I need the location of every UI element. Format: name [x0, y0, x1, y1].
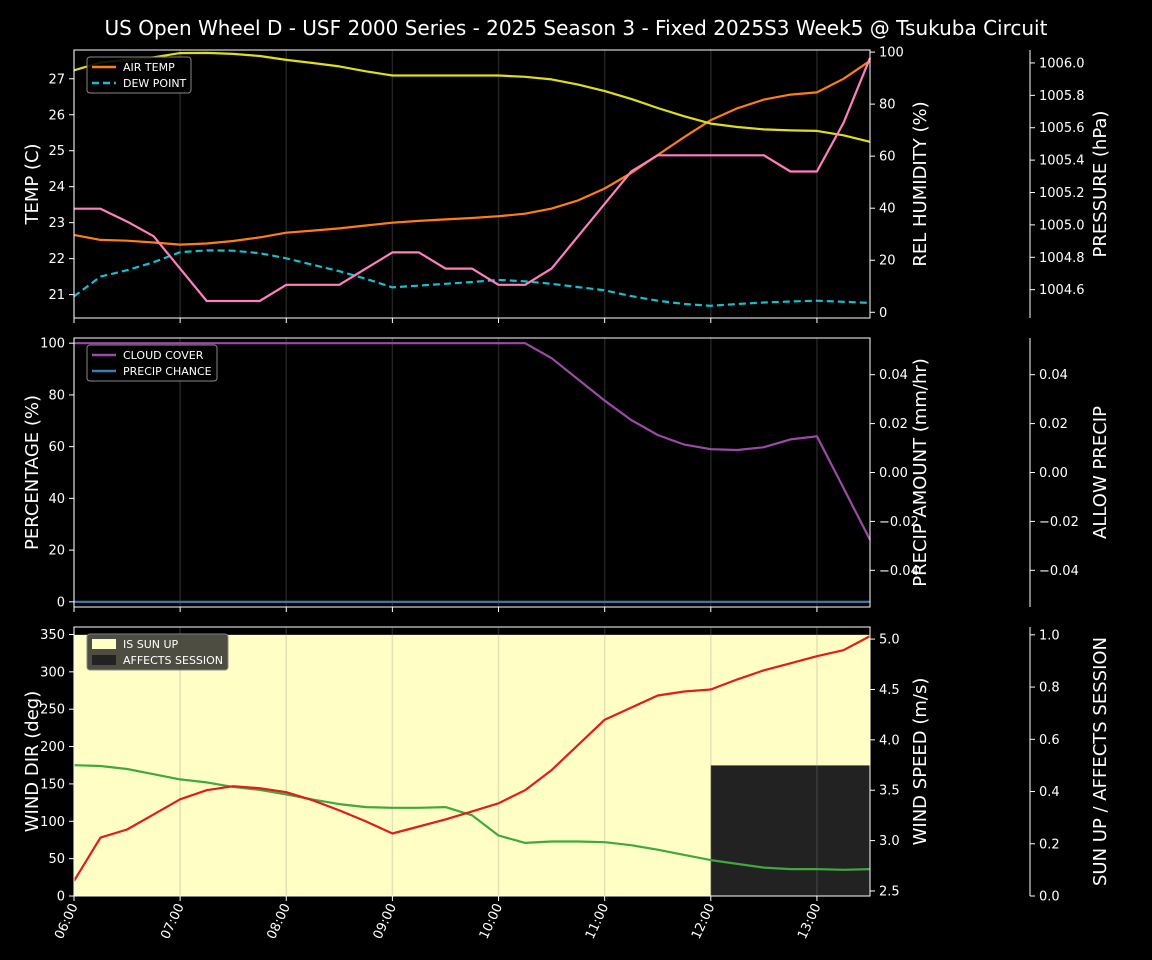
plot-background	[74, 338, 870, 607]
y-tick-label: 200	[40, 740, 65, 755]
y-tick-label: 100	[40, 337, 65, 352]
y3-tick-label: 0.04	[1039, 368, 1068, 383]
cloud-panel-group: 0 20 40 60 80 100 PERCENTAGE (%) −0.04 −0.02 0.00…	[22, 337, 1111, 612]
y2-tick-label: 3.0	[879, 834, 900, 849]
y3-tick-label: 0.0	[1039, 890, 1060, 905]
y2-tick-label: −0.02	[879, 515, 919, 530]
series-wind-dir	[73, 764, 871, 871]
y2-axis-label: REL HUMIDITY (%)	[910, 101, 931, 266]
temperature-panel-group: 21 22 23 24 25 26 27 TEMP (C) 0 20 40 60 80 100 REL HU…	[22, 46, 1111, 323]
y2-tick-label: 0.00	[879, 466, 908, 481]
y-tick-label: 150	[40, 777, 65, 792]
chart-title: US Open Wheel D - USF 2000 Series - 2025…	[105, 16, 1048, 40]
y2-tick-label: 100	[879, 46, 904, 61]
legend-label: CLOUD COVER	[123, 349, 204, 362]
y3-tick-label: 0.02	[1039, 417, 1068, 432]
legend: IS SUN UP AFFECTS SESSION	[86, 633, 229, 671]
y-tick-label: 26	[48, 108, 65, 123]
y2-tick-label: 20	[879, 254, 896, 269]
y-tick-label: 60	[48, 440, 65, 455]
series-rel-humidity	[73, 51, 871, 143]
series-cloud-cover	[74, 342, 871, 541]
y-tick-label: 0	[57, 890, 65, 905]
y3-axis-label: PRESSURE (hPa)	[1090, 111, 1111, 258]
y3-tick-label: 1005.0	[1039, 218, 1085, 233]
y3-tick-label: 1004.6	[1039, 283, 1085, 298]
y-axis-label: PERCENTAGE (%)	[22, 395, 43, 550]
y-tick-label: 20	[48, 544, 65, 559]
y2-tick-label: 0.02	[879, 417, 908, 432]
y2-tick-label: 2.5	[879, 884, 900, 899]
y-tick-label: 80	[48, 388, 65, 403]
y2-tick-label: 40	[879, 202, 896, 217]
y-axis-label: WIND DIR (deg)	[22, 691, 43, 833]
y-tick-label: 24	[48, 180, 65, 195]
y-tick-label: 250	[40, 703, 65, 718]
y-tick-label: 300	[40, 665, 65, 680]
series-air-temp	[73, 59, 871, 246]
y3-tick-label: 0.6	[1039, 733, 1060, 748]
y3-tick-label: 1005.4	[1039, 154, 1085, 169]
y3-tick-label: 0.4	[1039, 785, 1060, 800]
legend-label: IS SUN UP	[123, 638, 179, 651]
y2-tick-label: 5.0	[879, 633, 900, 648]
y-tick-label: 0	[57, 595, 65, 610]
y3-tick-label: 0.00	[1039, 466, 1068, 481]
series-wind-speed	[73, 635, 871, 882]
y3-tick-label: 1005.6	[1039, 121, 1085, 136]
legend-box	[86, 633, 229, 671]
legend-swatch	[92, 639, 116, 649]
y-tick-label: 21	[48, 288, 65, 303]
legend-label: PRECIP CHANCE	[123, 365, 212, 378]
y-tick-label: 23	[48, 216, 65, 231]
y3-tick-label: −0.02	[1039, 515, 1079, 530]
y2-tick-label: 4.5	[879, 683, 900, 698]
y-tick-label: 50	[48, 852, 65, 867]
y-tick-label: 25	[48, 144, 65, 159]
band-affects-session	[710, 765, 870, 896]
y-tick-label: 350	[40, 628, 65, 643]
legend: AIR TEMP DEW POINT	[86, 56, 192, 94]
y2-axis-label: WIND SPEED (m/s)	[910, 678, 931, 846]
legend-swatch	[92, 655, 116, 665]
y2-tick-label: 60	[879, 150, 896, 165]
y3-tick-label: 1005.2	[1039, 186, 1085, 201]
y-tick-label: 22	[48, 252, 65, 267]
y-tick-label: 40	[48, 492, 65, 507]
y3-tick-label: 1005.8	[1039, 89, 1085, 104]
y3-tick-label: −0.04	[1039, 564, 1079, 579]
y2-tick-label: 3.5	[879, 784, 900, 799]
y2-tick-label: −0.04	[879, 564, 919, 579]
y3-axis-label: ALLOW PRECIP	[1090, 406, 1111, 539]
wind-panel-group: 0 50 100 150 200 250 300 350 WIND DIR (deg) 2.5 3.…	[22, 626, 1111, 905]
series-dew-point	[73, 249, 871, 307]
legend-box	[86, 344, 218, 382]
y3-tick-label: 0.2	[1039, 837, 1060, 852]
legend-label: AFFECTS SESSION	[123, 654, 223, 667]
legend-label: DEW POINT	[123, 77, 187, 90]
y-tick-label: 100	[40, 815, 65, 830]
y2-axis-label: PRECIP AMOUNT (mm/hr)	[910, 358, 931, 587]
y2-tick-label: 4.0	[879, 733, 900, 748]
y3-tick-label: 0.8	[1039, 681, 1060, 696]
y2-tick-label: 0.04	[879, 368, 908, 383]
y3-tick-label: 1004.8	[1039, 251, 1085, 266]
y2-tick-label: 80	[879, 98, 896, 113]
legend-label: AIR TEMP	[123, 61, 175, 74]
y3-tick-label: 1.0	[1039, 628, 1060, 643]
y3-tick-label: 1006.0	[1039, 56, 1085, 71]
y-tick-label: 27	[48, 72, 65, 87]
y-axis-label: TEMP (C)	[22, 143, 43, 225]
plot-background	[74, 50, 870, 318]
y3-axis-label: SUN UP / AFFECTS SESSION	[1090, 637, 1111, 886]
y2-tick-label: 0	[879, 306, 887, 321]
series-pressure	[74, 57, 872, 303]
legend: CLOUD COVER PRECIP CHANCE	[86, 344, 218, 382]
